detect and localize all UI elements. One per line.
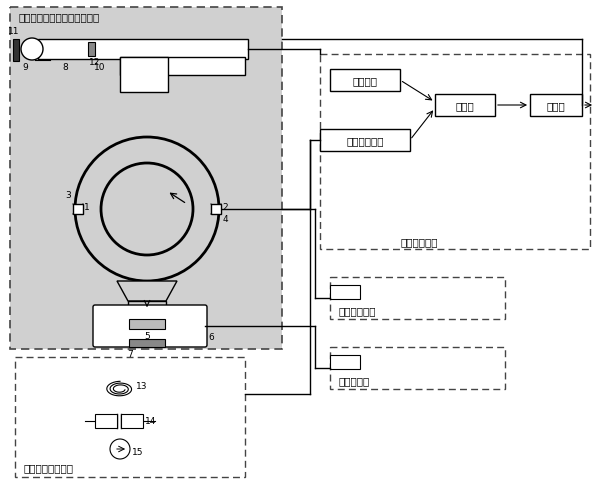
Bar xyxy=(10,8,282,349)
Bar xyxy=(330,348,505,389)
Text: 3: 3 xyxy=(65,191,71,200)
Circle shape xyxy=(101,164,193,256)
Bar xyxy=(330,277,505,319)
Circle shape xyxy=(110,439,130,459)
Text: 8: 8 xyxy=(62,63,68,72)
Bar xyxy=(88,43,95,57)
Polygon shape xyxy=(117,281,177,302)
Bar xyxy=(128,302,166,309)
Text: 10: 10 xyxy=(94,63,106,72)
Text: 压力相移辅助的超流体干涉仪: 压力相移辅助的超流体干涉仪 xyxy=(18,12,99,22)
Bar xyxy=(121,414,143,428)
Bar xyxy=(129,339,165,348)
Bar xyxy=(120,58,245,76)
Text: 4: 4 xyxy=(223,215,229,224)
Text: 14: 14 xyxy=(145,416,156,425)
Circle shape xyxy=(21,39,43,61)
Bar xyxy=(15,357,245,477)
Text: 13: 13 xyxy=(136,381,147,390)
Text: 薄膜位移幅值: 薄膜位移幅值 xyxy=(346,136,384,146)
Text: 处理器: 处理器 xyxy=(547,101,565,111)
Text: 热驱动系统: 热驱动系统 xyxy=(338,375,369,385)
Text: 薄膜位移检测系统: 薄膜位移检测系统 xyxy=(23,462,73,472)
Text: 2: 2 xyxy=(222,203,228,212)
Text: 12: 12 xyxy=(89,58,101,67)
Text: 7: 7 xyxy=(127,349,133,358)
Text: 设定幅值: 设定幅值 xyxy=(352,76,377,86)
Bar xyxy=(95,414,117,428)
Bar xyxy=(73,205,83,214)
Text: 5: 5 xyxy=(144,332,150,340)
Bar xyxy=(129,319,165,329)
Bar xyxy=(211,205,221,214)
Bar xyxy=(330,355,360,369)
Bar xyxy=(38,40,248,60)
Bar xyxy=(330,286,360,300)
Bar xyxy=(435,95,495,117)
Bar xyxy=(330,70,400,92)
FancyBboxPatch shape xyxy=(93,305,207,348)
Text: 6: 6 xyxy=(208,333,214,342)
Bar xyxy=(320,130,410,151)
Text: 幅值锁定系统: 幅值锁定系统 xyxy=(400,237,437,246)
Bar xyxy=(320,55,590,249)
Text: 9: 9 xyxy=(22,63,28,72)
Bar xyxy=(120,58,168,93)
Text: 1: 1 xyxy=(84,203,90,212)
Bar xyxy=(530,95,582,117)
Text: 15: 15 xyxy=(132,448,144,456)
Bar xyxy=(13,40,19,62)
Text: 11: 11 xyxy=(8,27,20,36)
Text: 温度控制系统: 温度控制系统 xyxy=(338,305,376,316)
Text: 比较器: 比较器 xyxy=(456,101,474,111)
